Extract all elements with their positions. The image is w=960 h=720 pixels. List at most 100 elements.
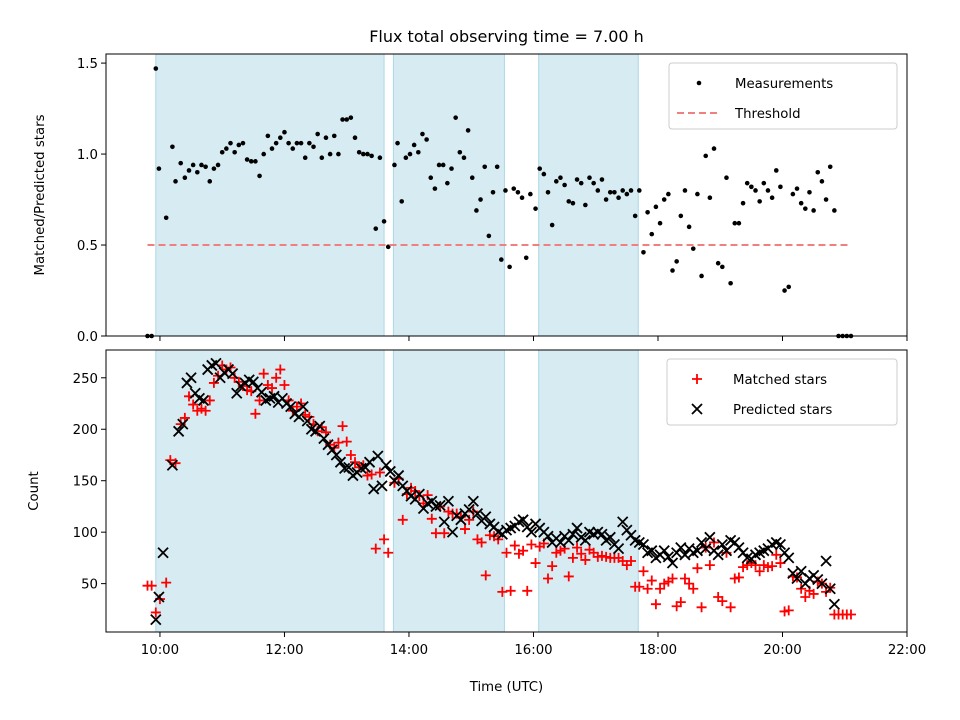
measurement-point — [670, 268, 675, 273]
predicted-star-point — [646, 545, 658, 557]
x-tick-label: 12:00 — [265, 643, 303, 658]
legend-label: Matched stars — [733, 373, 827, 388]
measurement-point — [178, 160, 184, 166]
measurement-point — [215, 162, 221, 168]
y-tick-label: 1.5 — [77, 57, 98, 72]
measurement-point — [778, 184, 783, 190]
measurement-point — [823, 197, 829, 202]
measurement-point — [628, 188, 634, 193]
top-plot-frame — [105, 53, 908, 337]
matched-star-point — [692, 563, 703, 574]
x-tick-label: 18:00 — [639, 643, 677, 658]
predicted-star-point — [343, 461, 355, 473]
measurement-point — [827, 164, 833, 170]
measurement-point — [399, 199, 405, 204]
matched-star-point — [845, 609, 856, 620]
predicted-star-point — [231, 387, 243, 399]
measurement-point — [428, 175, 434, 181]
predicted-star-point — [820, 555, 832, 567]
predicted-star-point — [480, 511, 492, 523]
predicted-star-point — [166, 459, 179, 471]
legend-marker — [691, 403, 703, 415]
measurement-point — [661, 197, 667, 202]
matched-star-point — [188, 399, 199, 410]
measurement-point — [786, 284, 792, 290]
matched-star-point — [337, 421, 348, 432]
y-tick-label: 0.0 — [77, 330, 98, 345]
legend-box — [668, 62, 898, 130]
measurement-point — [232, 149, 237, 155]
matched-star-point — [563, 571, 574, 582]
measurement-point — [248, 159, 254, 164]
measurement-point — [486, 233, 492, 239]
measurement-point — [290, 146, 296, 151]
measurement-point — [211, 166, 217, 171]
predicted-star-point — [430, 500, 442, 513]
measurement-point — [574, 177, 580, 182]
predicted-star-point — [197, 394, 210, 407]
predicted-star-point — [285, 400, 297, 413]
measurement-point — [603, 197, 609, 202]
matched-star-point — [279, 379, 290, 390]
predicted-star-point — [177, 418, 189, 430]
measurement-point — [740, 200, 746, 206]
measurement-point — [244, 157, 250, 162]
measurement-point — [416, 149, 421, 155]
x-tick-label: 14:00 — [390, 643, 428, 658]
measurement-point — [523, 255, 529, 261]
legend-label: Measurements — [735, 77, 833, 92]
matched-star-point — [567, 552, 578, 563]
measurement-point — [253, 159, 258, 164]
matched-star-point — [476, 537, 487, 548]
measurement-point — [736, 220, 742, 226]
matched-star-point — [725, 602, 736, 613]
matched-star-point — [250, 408, 261, 419]
measurement-point — [228, 140, 233, 146]
predicted-star-point — [542, 530, 554, 542]
series-measurements — [145, 66, 854, 339]
predicted-star-point — [434, 499, 446, 512]
measurement-point — [432, 186, 438, 191]
predicted-star-point — [658, 545, 670, 557]
predicted-star-point — [376, 480, 388, 492]
predicted-star-point — [226, 368, 239, 380]
measurement-point — [541, 171, 547, 177]
measurement-point — [732, 220, 738, 226]
measurement-point — [533, 206, 538, 211]
matched-star-point — [464, 514, 475, 525]
measurement-point — [453, 115, 458, 120]
measurement-point — [424, 137, 429, 142]
predicted-star-point — [368, 483, 380, 495]
matched-star-point — [634, 581, 645, 592]
y-tick-label: 150 — [73, 475, 98, 490]
measurement-point — [457, 149, 463, 155]
measurement-point — [163, 215, 169, 221]
predicted-star-point — [150, 614, 162, 626]
measurement-point — [282, 129, 287, 135]
predicted-star-point — [637, 538, 650, 551]
measurement-point — [666, 191, 671, 197]
predicted-star-point — [563, 534, 575, 547]
matched-star-point — [704, 560, 715, 571]
matched-star-point — [345, 449, 356, 460]
predicted-star-point — [828, 598, 841, 610]
matched-star-point — [717, 596, 728, 607]
matched-star-point — [688, 583, 699, 594]
measurement-point — [269, 146, 275, 151]
measurement-point — [682, 188, 688, 193]
measurement-point — [612, 189, 617, 195]
matched-star-point — [275, 364, 286, 375]
predicted-star-point — [442, 495, 455, 507]
matched-star-point — [497, 586, 508, 597]
predicted-star-point — [268, 390, 280, 402]
measurement-point — [803, 206, 808, 211]
bottom-legend: Matched stars Predicted stars — [666, 358, 898, 426]
measurement-point — [794, 186, 800, 191]
matched-star-point — [258, 368, 269, 379]
x-tick-label: 20:00 — [763, 643, 801, 658]
series-predicted-stars — [150, 357, 841, 626]
predicted-star-point — [517, 514, 529, 526]
matched-star-point — [767, 561, 778, 572]
measurement-point — [815, 169, 821, 175]
